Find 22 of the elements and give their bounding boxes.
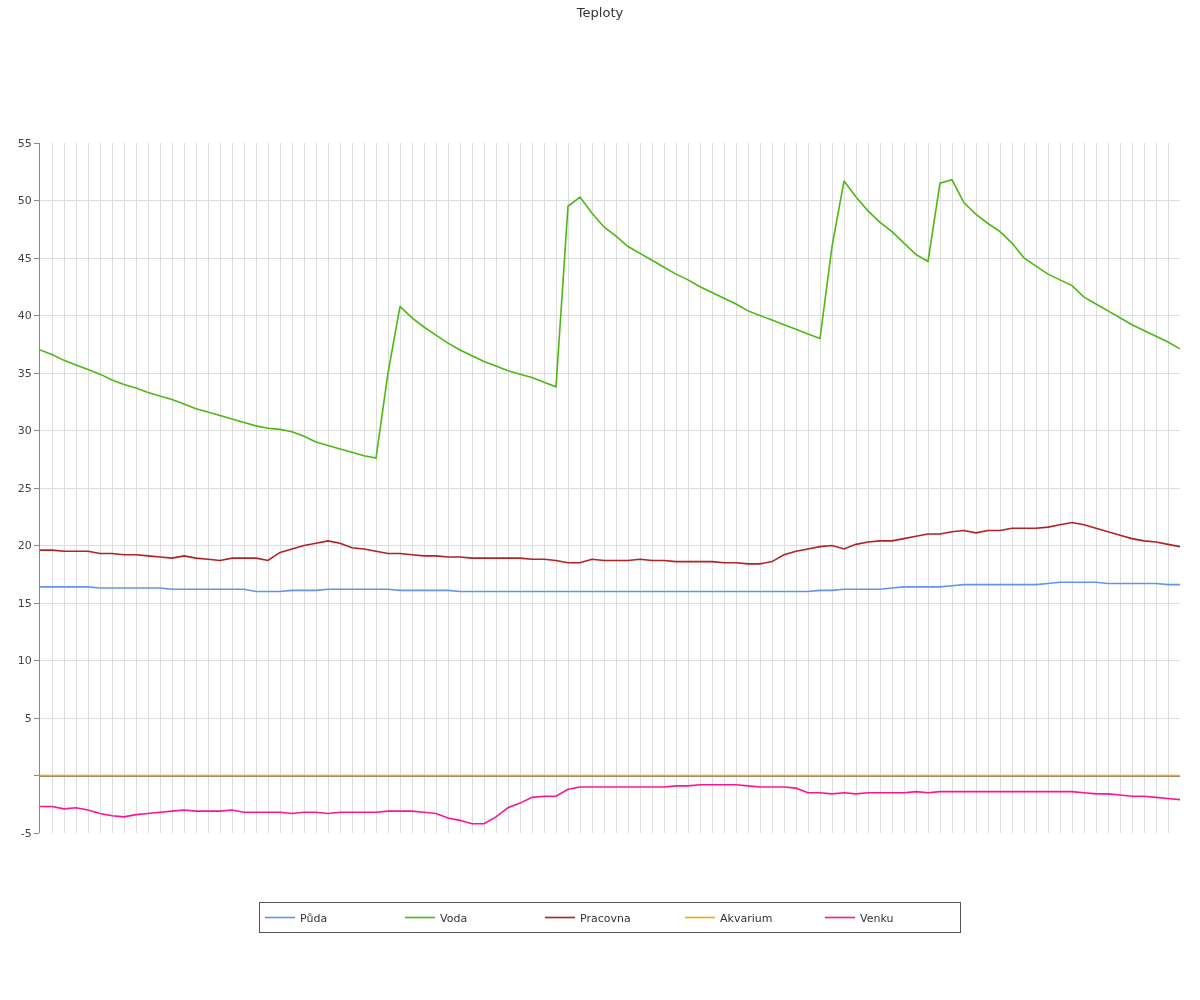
legend-label: Venku (860, 911, 894, 925)
y-tick-label: 20 (17, 539, 32, 553)
line-series (40, 783, 1180, 825)
chart-title: Teploty (575, 5, 624, 21)
y-tick-label: 30 (17, 424, 32, 438)
y-tick-label: 25 (17, 481, 32, 495)
y-tick-label: 15 (17, 596, 32, 610)
y-tick-label: 45 (17, 251, 32, 265)
legend-label: Pracovna (580, 911, 631, 925)
y-tick-label: 40 (17, 309, 32, 323)
y-tick-label: -5 (20, 826, 32, 840)
y-tick-label: 50 (17, 194, 32, 208)
line-series (40, 581, 1180, 593)
line-series (40, 179, 1180, 459)
legend-label: Akvarium (720, 911, 773, 925)
y-tick-label: 5 (24, 711, 32, 725)
y-tick-label: 55 (17, 136, 32, 150)
y-tick-label: 35 (17, 366, 32, 380)
line-series (40, 521, 1180, 565)
legend-label: Půda (300, 911, 328, 925)
legend-label: Voda (440, 911, 468, 925)
y-tick-label: 10 (17, 654, 32, 668)
